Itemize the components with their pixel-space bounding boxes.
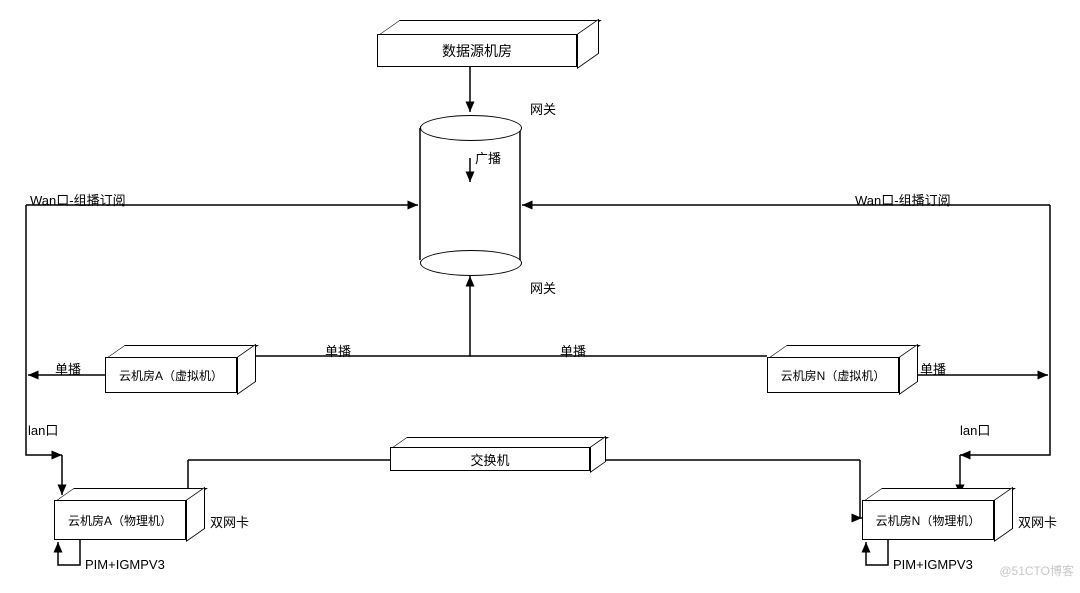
label-lan-left: lan口 [28, 420, 58, 439]
node-cloud-a-pm-label: 云机房A（物理机） [68, 512, 172, 529]
label-unicast-r2: 单播 [920, 359, 946, 378]
label-lan-right: lan口 [960, 420, 990, 439]
label-unicast-l2: 单播 [325, 341, 351, 360]
label-gateway-top: 网关 [530, 99, 556, 118]
node-cloud-a-vm-label: 云机房A（虚拟机） [119, 367, 223, 384]
node-switch-label: 交换机 [470, 450, 509, 469]
label-wan-right: Wan口-组播订阅 [855, 190, 951, 209]
node-cloud-n-pm-label: 云机房N（物理机） [876, 512, 981, 529]
node-data-source-label: 数据源机房 [442, 41, 512, 61]
gateway-top-ellipse [420, 115, 522, 141]
label-pim-left: PIM+IGMPV3 [85, 557, 165, 572]
label-pim-right: PIM+IGMPV3 [893, 557, 973, 572]
watermark: @51CTO博客 [999, 562, 1074, 579]
gateway-bottom-ellipse [420, 250, 522, 276]
label-unicast-l1: 单播 [55, 359, 81, 378]
node-cloud-n-vm-label: 云机房N（虚拟机） [781, 367, 886, 384]
label-wan-left: Wan口-组播订阅 [30, 190, 126, 209]
label-gateway-bottom: 网关 [530, 278, 556, 297]
label-dual-nic-left: 双网卡 [210, 512, 249, 531]
label-broadcast: 广播 [475, 148, 501, 167]
label-unicast-r1: 单播 [560, 341, 586, 360]
label-dual-nic-right: 双网卡 [1018, 512, 1057, 531]
